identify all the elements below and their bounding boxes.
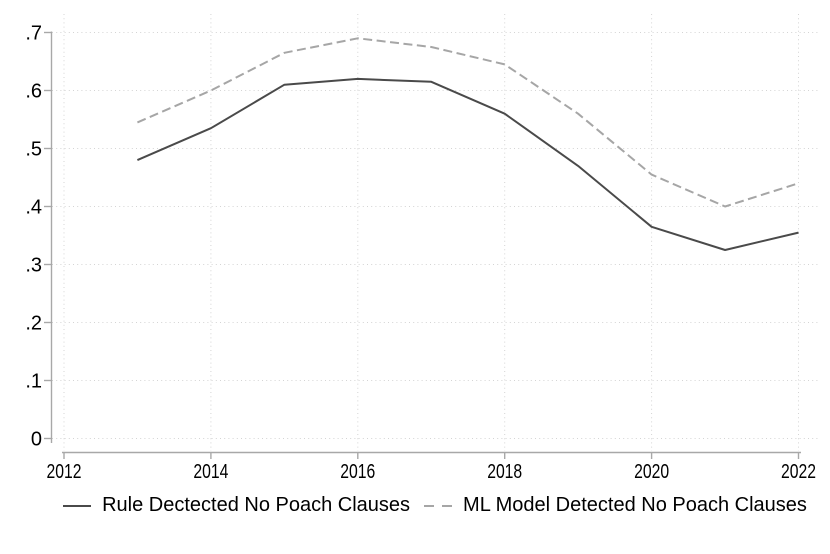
y-tick-labels: 0 .1 .2 .3 .4 .5 .6 .7 (25, 23, 42, 451)
chart-legend: Rule Dectected No Poach Clauses ML Model… (52, 494, 818, 517)
svg-text:2016: 2016 (340, 461, 375, 483)
solid-line-swatch (63, 504, 92, 507)
legend-item-rule-detected: Rule Dectected No Poach Clauses (63, 494, 410, 517)
svg-text:2018: 2018 (487, 461, 522, 483)
svg-text:.4: .4 (25, 197, 42, 219)
y-axis (44, 31, 53, 443)
dashed-line-swatch (424, 504, 453, 507)
legend-label-rule-detected: Rule Dectected No Poach Clauses (102, 494, 411, 516)
svg-text:.3: .3 (25, 255, 42, 277)
svg-text:.1: .1 (25, 371, 42, 393)
horizontal-gridlines (52, 32, 818, 439)
svg-text:.2: .2 (25, 313, 42, 335)
vertical-gridlines (63, 14, 799, 451)
legend-label-ml-model: ML Model Detected No Poach Clauses (463, 494, 807, 516)
svg-text:.7: .7 (25, 23, 42, 45)
svg-text:2020: 2020 (634, 461, 669, 483)
svg-text:2014: 2014 (193, 461, 228, 483)
x-tick-labels: 2012 2014 2016 2018 2020 2022 (47, 461, 817, 483)
svg-text:.6: .6 (25, 81, 42, 103)
legend-item-ml-model: ML Model Detected No Poach Clauses (424, 494, 807, 517)
line-chart-plot: 0 .1 .2 .3 .4 .5 .6 .7 2012 2014 2016 2018 2020 2022 (25, 14, 818, 483)
series-line-ml-model (137, 37, 799, 208)
svg-text:.5: .5 (25, 139, 42, 161)
svg-text:2022: 2022 (781, 461, 816, 483)
svg-text:2012: 2012 (47, 461, 82, 483)
x-axis (62, 451, 801, 459)
svg-text:0: 0 (31, 429, 42, 451)
series-line-rule-detected (137, 77, 799, 251)
